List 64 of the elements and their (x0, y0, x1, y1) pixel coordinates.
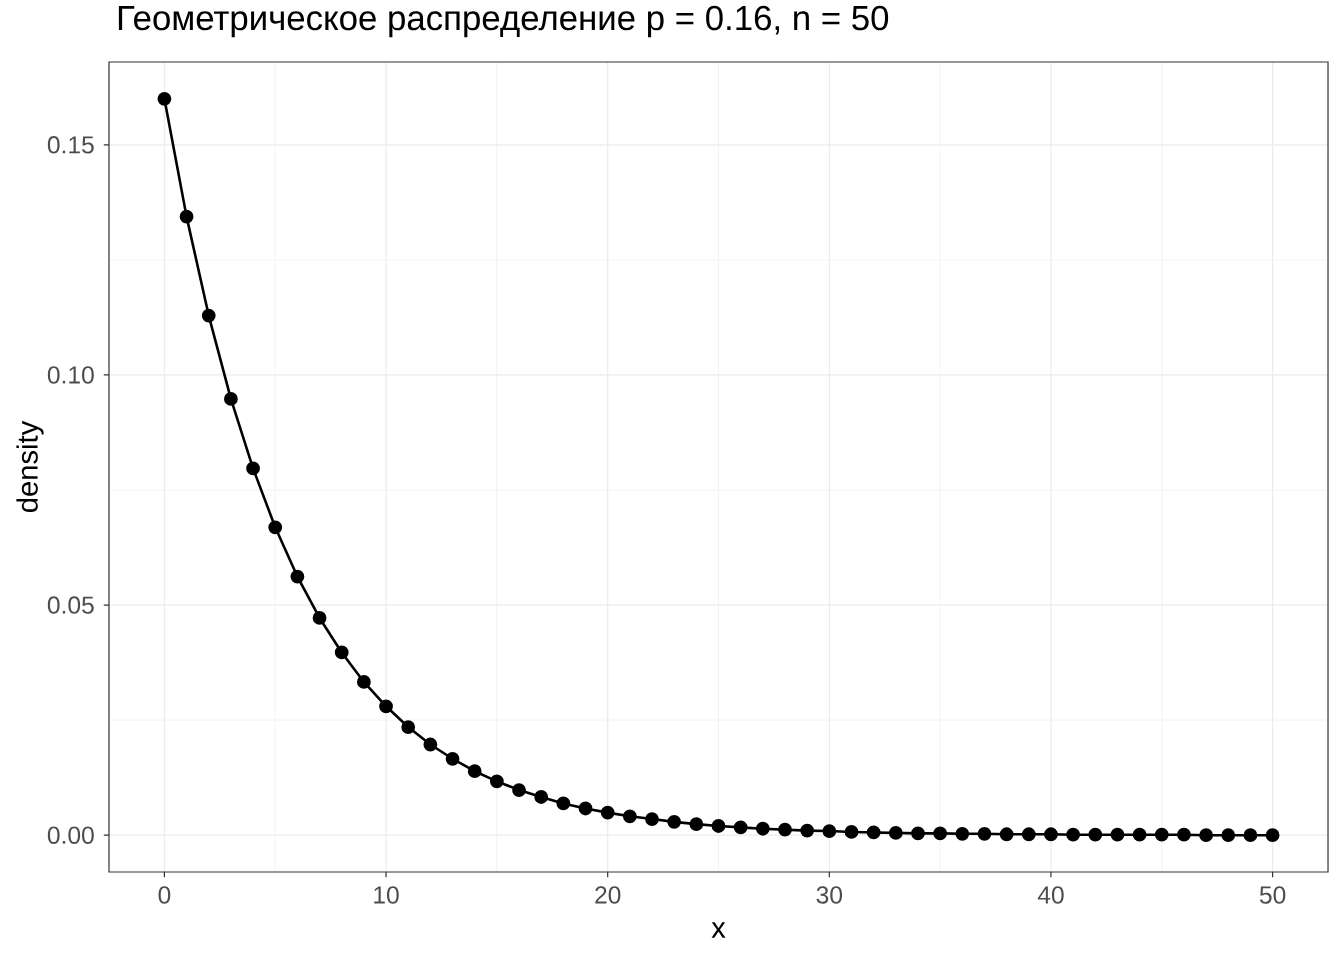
point (689, 817, 704, 832)
point (201, 308, 216, 323)
point (534, 790, 549, 804)
point (157, 91, 172, 106)
point (999, 827, 1014, 842)
point (356, 675, 371, 689)
x-tick-label: 0 (158, 886, 171, 904)
point (467, 764, 482, 779)
point (423, 737, 438, 752)
point (290, 569, 305, 584)
point (489, 774, 504, 789)
point (1199, 828, 1214, 843)
point (512, 783, 526, 797)
point (179, 209, 194, 224)
point (733, 820, 748, 835)
point (1088, 827, 1103, 842)
point (622, 809, 637, 824)
y-tick-label: 0.15 (47, 136, 94, 154)
point (268, 520, 283, 535)
point (645, 812, 659, 826)
point (1265, 828, 1280, 843)
x-tick-label: 40 (1037, 886, 1064, 904)
point (822, 824, 837, 838)
point (711, 819, 726, 833)
x-tick-label: 50 (1259, 886, 1286, 904)
point (778, 822, 792, 837)
x-tick-label: 30 (816, 886, 843, 904)
point (911, 826, 925, 841)
point (334, 645, 349, 660)
point (379, 699, 393, 714)
point (246, 461, 260, 476)
point (1132, 827, 1147, 842)
point (1177, 827, 1191, 842)
point (1221, 828, 1236, 843)
point (866, 825, 881, 840)
point (556, 796, 571, 811)
point (401, 720, 416, 734)
point (1110, 827, 1125, 842)
x-tick-label: 20 (595, 886, 621, 904)
point (888, 825, 903, 840)
point (1021, 827, 1036, 842)
point (1044, 827, 1058, 842)
point (1243, 828, 1258, 843)
point (955, 826, 970, 841)
point (977, 826, 992, 841)
chart-title: Геометрическое распределение p = 0.16, n = 50 (118, 5, 889, 38)
point (933, 826, 948, 841)
y-tick-label: 0.00 (47, 826, 94, 844)
x-tick-label: 10 (374, 886, 399, 904)
y-tick-label: 0.05 (47, 596, 94, 614)
point (1066, 827, 1081, 842)
point (844, 825, 859, 839)
y-tick-label: 0.10 (47, 366, 94, 384)
point (224, 391, 238, 406)
x-axis-title: x (711, 922, 726, 938)
point (578, 801, 593, 816)
point (312, 611, 327, 625)
point (755, 821, 770, 836)
point (800, 823, 815, 838)
point (445, 751, 460, 766)
point (667, 814, 682, 829)
point (1154, 827, 1169, 842)
y-axis-title: density (16, 420, 44, 513)
point (600, 805, 615, 820)
